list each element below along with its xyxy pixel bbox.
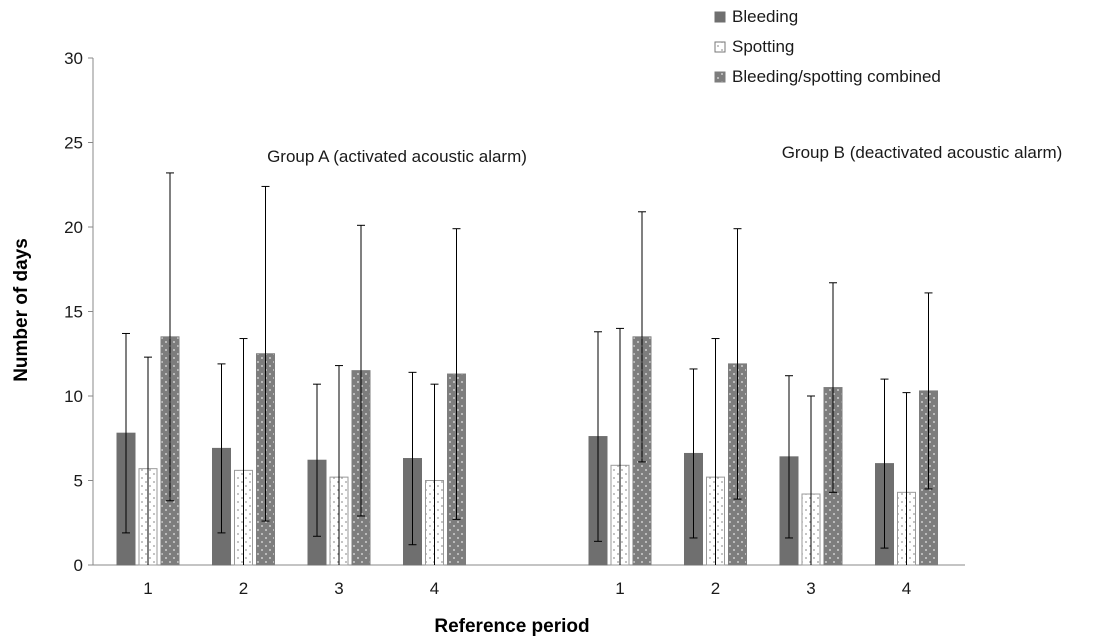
group-label: Group B (deactivated acoustic alarm): [782, 143, 1063, 162]
y-tick-label: 5: [74, 472, 83, 491]
x-axis-title: Reference period: [434, 616, 589, 637]
legend-swatch: [714, 41, 726, 53]
y-tick-label: 25: [64, 134, 83, 153]
x-tick-label: 3: [806, 579, 815, 598]
y-axis-title: Number of days: [11, 238, 32, 382]
y-tick-label: 20: [64, 218, 83, 237]
x-tick-label: 4: [902, 579, 911, 598]
x-axis: 1 2 3 4 1 2 3 4: [93, 564, 965, 598]
bars: [116, 336, 938, 566]
y-tick-label: 0: [74, 556, 83, 575]
legend-swatch: [714, 71, 726, 83]
error-bars: [122, 172, 933, 565]
x-tick-label: 2: [239, 579, 248, 598]
legend-label: Bleeding: [732, 7, 798, 26]
x-tick-label: 2: [711, 579, 720, 598]
y-tick-label: 15: [64, 303, 83, 322]
legend-swatch: [714, 11, 726, 23]
x-tick-label: 4: [430, 579, 439, 598]
group-label: Group A (activated acoustic alarm): [267, 147, 527, 166]
legend-label: Spotting: [732, 37, 794, 56]
y-axis: 0 5 10 15 20 25 30: [64, 49, 94, 575]
x-tick-label: 1: [615, 579, 624, 598]
legend-label: Bleeding/spotting combined: [732, 67, 941, 86]
group-labels: Group A (activated acoustic alarm) Group …: [267, 143, 1062, 166]
x-tick-label: 3: [334, 579, 343, 598]
legend: Bleeding Spotting Bleeding/spotting combin…: [714, 7, 941, 86]
y-tick-label: 10: [64, 387, 83, 406]
x-tick-label: 1: [143, 579, 152, 598]
y-tick-label: 30: [64, 49, 83, 68]
